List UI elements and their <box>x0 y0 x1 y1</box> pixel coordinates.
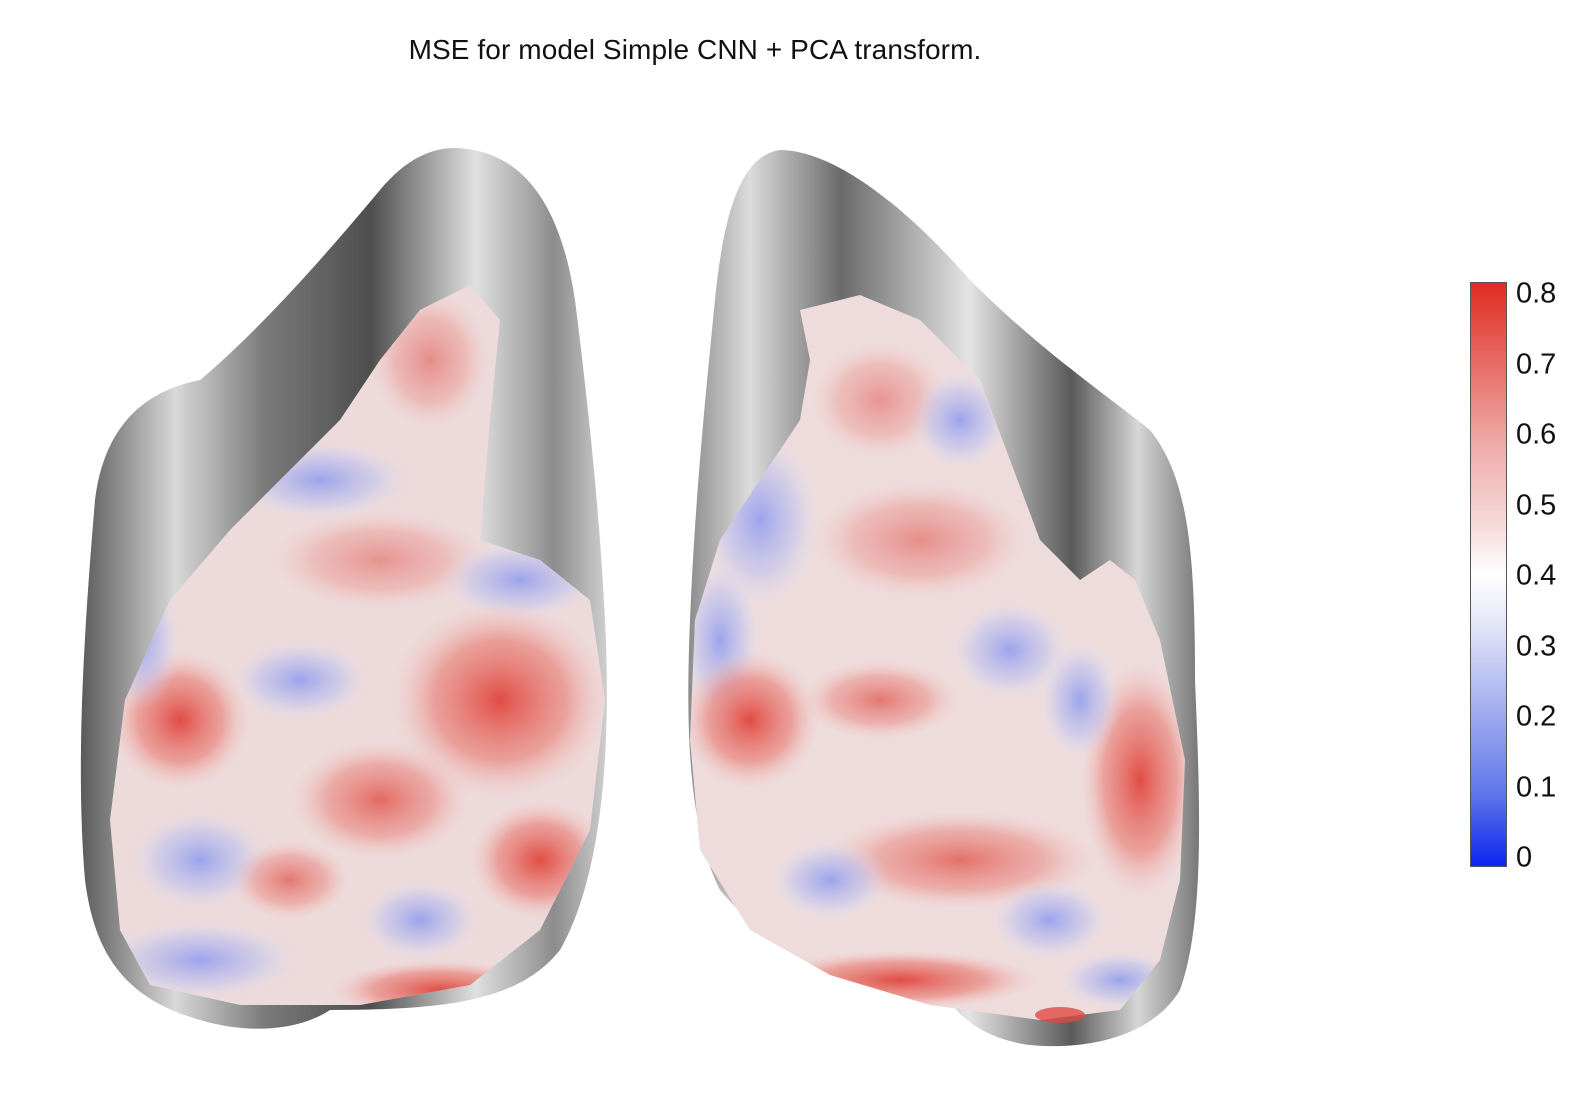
tick-label: 0.7 <box>1516 348 1557 381</box>
figure-title: MSE for model Simple CNN + PCA transform… <box>408 34 982 65</box>
tick-label: 0.3 <box>1516 630 1557 663</box>
tick-label: 0.1 <box>1516 771 1557 804</box>
tick-label: 0.8 <box>1516 277 1557 310</box>
tick-label: 0.4 <box>1516 559 1557 592</box>
tick-label: 0.5 <box>1516 489 1557 522</box>
colorbar <box>1470 282 1507 867</box>
tick-label: 0.2 <box>1516 700 1557 733</box>
tick-label: 0.6 <box>1516 418 1557 451</box>
brain-surface-figure <box>80 148 1200 1047</box>
tick-label: 0 <box>1516 841 1533 874</box>
